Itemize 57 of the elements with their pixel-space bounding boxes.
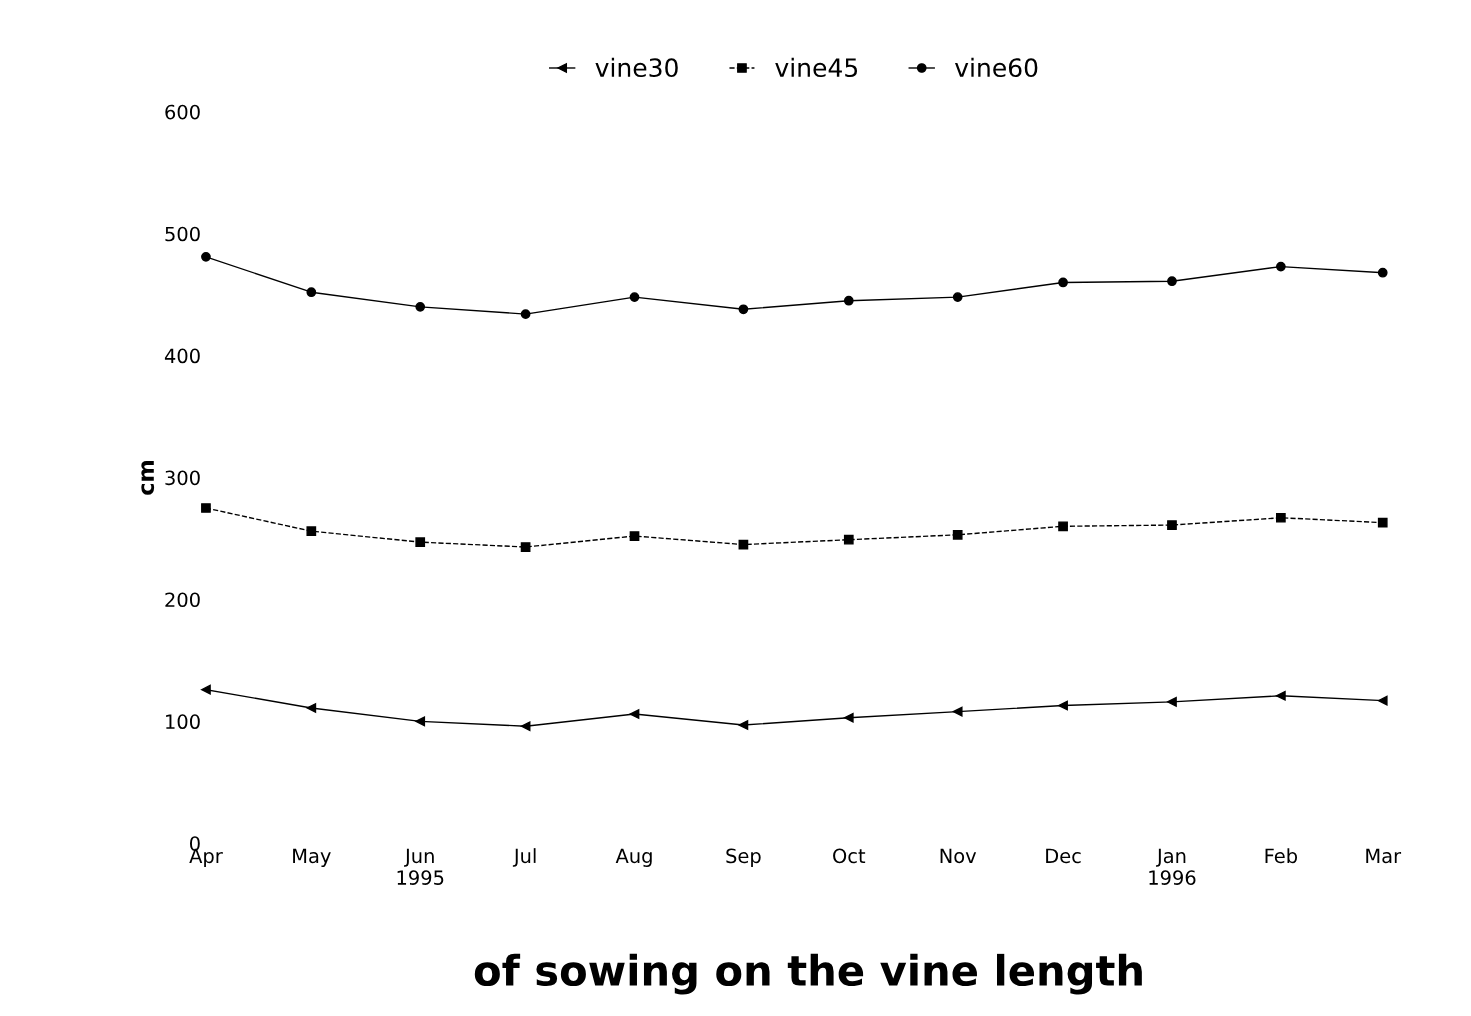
point xyxy=(952,706,963,717)
point xyxy=(1377,695,1388,706)
x-tick-label: May xyxy=(293,848,331,867)
point xyxy=(629,709,640,719)
y-tick-label: 200 xyxy=(165,592,200,608)
x-tick-label: Aug xyxy=(615,848,652,867)
x-tick-label: Feb xyxy=(1265,848,1298,864)
y-tick-label: 100 xyxy=(166,714,200,730)
legend-label: vine30 xyxy=(595,57,678,78)
point xyxy=(843,712,854,723)
x-tick-label: Sep xyxy=(726,848,761,867)
x-tick-label: Mar xyxy=(1366,848,1402,864)
point xyxy=(1377,517,1388,528)
point xyxy=(415,716,426,727)
point xyxy=(306,703,317,713)
point xyxy=(1167,696,1177,707)
y-tick-label: 600 xyxy=(165,104,200,120)
point xyxy=(201,503,211,513)
text: of sowing on the vine length xyxy=(474,953,1142,995)
point xyxy=(843,534,854,545)
x-tick-label: Oct xyxy=(833,848,866,864)
point xyxy=(1058,521,1068,532)
y-tick-label: 400 xyxy=(164,348,200,364)
point xyxy=(1167,520,1177,530)
point xyxy=(1167,276,1177,287)
point xyxy=(738,720,749,730)
point xyxy=(520,721,531,732)
point xyxy=(1276,512,1286,523)
point xyxy=(520,542,531,552)
point xyxy=(306,287,317,298)
point xyxy=(1058,700,1068,711)
x-tick-label: Dec xyxy=(1046,848,1081,864)
point xyxy=(629,292,640,302)
x-tick-label: Jan 1996 xyxy=(1149,848,1196,885)
y-tick-label: 500 xyxy=(165,226,200,242)
point xyxy=(629,531,640,541)
point xyxy=(415,537,426,547)
y-tick-label: 300 xyxy=(165,470,200,486)
point xyxy=(738,304,749,315)
point xyxy=(201,684,211,695)
point xyxy=(952,529,963,540)
point xyxy=(843,295,854,306)
point xyxy=(415,301,426,312)
x-tick-label: Jul xyxy=(512,848,536,867)
x-tick-label: Jun 1995 xyxy=(397,848,444,885)
point xyxy=(1377,267,1388,278)
legend-label: vine60 xyxy=(954,57,1038,78)
point xyxy=(1276,261,1286,272)
point xyxy=(1276,690,1286,701)
point xyxy=(1058,277,1068,288)
point xyxy=(306,526,317,537)
point xyxy=(520,309,531,320)
y-axis-title: cm xyxy=(141,461,155,495)
x-tick-label: Nov xyxy=(940,848,977,864)
legend-label: vine45 xyxy=(775,57,858,78)
point xyxy=(952,292,963,302)
point xyxy=(201,251,211,262)
